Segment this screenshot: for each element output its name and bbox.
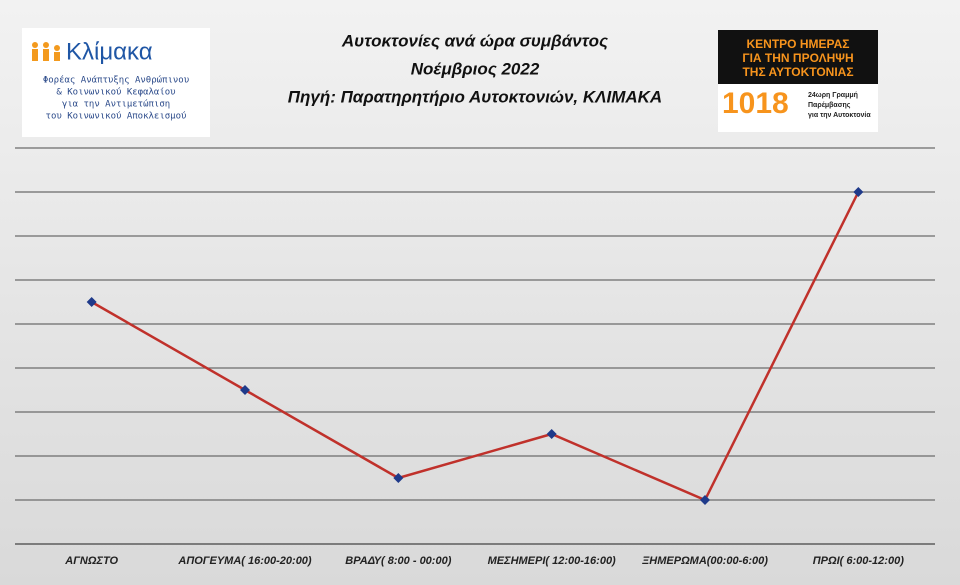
logo-text: του Κοινωνικού Αποκλεισμού [46, 112, 187, 122]
logo-icon [32, 42, 60, 61]
x-tick-label: ΒΡΑΔΥ( 8:00 - 00:00) [345, 555, 451, 567]
x-tick-label: ΑΠΟΓΕΥΜΑ( 16:00-20:00) [177, 555, 312, 567]
logo-band [718, 30, 878, 84]
chart-subtitle: Νοέμβριος 2022 [411, 59, 540, 78]
logo-name: Κλίμακα [66, 38, 153, 65]
x-tick-label: ΜΕΣΗΜΕΡΙ( 12:00-16:00) [488, 555, 616, 567]
chart-source: Πηγή: Παρατηρητήριο Αυτοκτονιών, ΚΛΙΜΑΚΑ [288, 87, 662, 106]
x-tick-label: ΑΓΝΩΣΤΟ [64, 555, 118, 567]
logo-text: ΓΙΑ ΤΗΝ ΠΡΟΛΗΨΗ [742, 51, 853, 65]
logo-number: 1018 [722, 87, 789, 120]
logo-text: Φορέας Ανάπτυξης Ανθρώπινου [43, 75, 189, 86]
left-logo: Κλίμακα Φορέας Ανάπτυξης Ανθρώπινου & Κο… [22, 28, 210, 137]
marker [546, 429, 557, 439]
logo-text: ΚΕΝΤΡΟ ΗΜΕΡΑΣ [747, 37, 850, 51]
marker [240, 385, 250, 395]
x-tick-label: ΞΗΜΕΡΩΜΑ(00:00-6:00) [641, 555, 768, 567]
logo-text: ΤΗΣ ΑΥΤΟΚΤΟΝΙΑΣ [742, 65, 853, 79]
logo-text: 24ωρη Γραμμή [808, 92, 858, 99]
logo-text: Παρέμβασης [808, 102, 851, 109]
logo-box [22, 28, 210, 137]
logo-text: για την Αντιμετώπιση [62, 99, 170, 110]
x-tick-label: ΠΡΩΙ( 6:00-12:00) [813, 555, 904, 567]
chart-title: Αυτοκτονίες ανά ώρα συμβάντος [341, 31, 608, 50]
line [91, 191, 860, 502]
marker [853, 187, 864, 197]
marker [86, 297, 97, 307]
marker [393, 473, 404, 483]
marker [700, 495, 710, 505]
logo-text: & Κοινωνικού Κεφαλαίου [56, 88, 175, 98]
logo-text: για την Αυτοκτονία [808, 112, 871, 119]
right-logo: ΚΕΝΤΡΟ ΗΜΕΡΑΣ ΓΙΑ ΤΗΝ ΠΡΟΛΗΨΗ ΤΗΣ ΑΥΤΟΚΤ… [718, 30, 878, 132]
